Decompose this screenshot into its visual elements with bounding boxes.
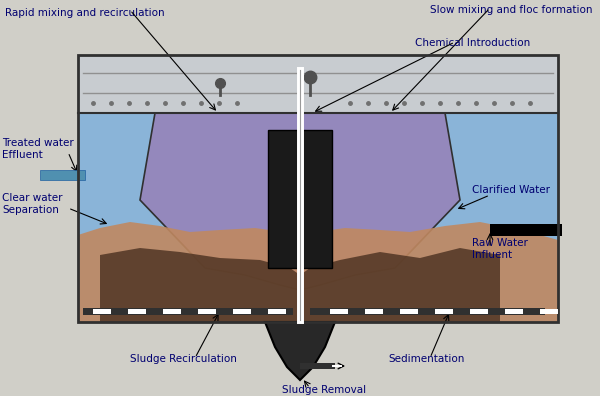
Text: Clear water
Separation: Clear water Separation bbox=[2, 193, 62, 215]
Polygon shape bbox=[265, 322, 335, 380]
Bar bbox=[490, 224, 562, 236]
Bar bbox=[78, 113, 558, 322]
Bar bbox=[78, 55, 558, 113]
Text: Clarified Water: Clarified Water bbox=[472, 185, 550, 195]
Bar bbox=[268, 130, 332, 268]
Bar bbox=[365, 309, 383, 314]
Bar bbox=[78, 55, 558, 322]
Bar bbox=[198, 309, 216, 314]
Bar bbox=[505, 309, 523, 314]
Bar bbox=[540, 309, 558, 314]
Text: Treated water
Effluent: Treated water Effluent bbox=[2, 138, 74, 160]
Polygon shape bbox=[78, 222, 558, 322]
Bar bbox=[300, 363, 335, 369]
Text: Slow mixing and floc formation: Slow mixing and floc formation bbox=[430, 5, 593, 15]
Bar bbox=[93, 309, 111, 314]
Text: Rapid mixing and recirculation: Rapid mixing and recirculation bbox=[5, 8, 164, 18]
Text: Chemical Introduction: Chemical Introduction bbox=[415, 38, 530, 48]
Bar bbox=[128, 309, 146, 314]
Bar bbox=[268, 309, 286, 314]
Text: Sludge Recirculation: Sludge Recirculation bbox=[130, 354, 237, 364]
Bar bbox=[332, 365, 342, 367]
Polygon shape bbox=[100, 248, 500, 322]
Bar bbox=[163, 309, 181, 314]
Text: Sludge Removal: Sludge Removal bbox=[282, 385, 366, 395]
Bar bbox=[40, 170, 85, 180]
Text: Sedimentation: Sedimentation bbox=[388, 354, 464, 364]
Bar bbox=[233, 309, 251, 314]
Bar bbox=[435, 309, 453, 314]
Bar bbox=[400, 309, 418, 314]
Bar bbox=[83, 308, 293, 315]
Bar bbox=[470, 309, 488, 314]
Polygon shape bbox=[140, 113, 460, 290]
Text: Raw Water
Influent: Raw Water Influent bbox=[472, 238, 528, 260]
Bar bbox=[330, 309, 348, 314]
Bar bbox=[310, 308, 545, 315]
